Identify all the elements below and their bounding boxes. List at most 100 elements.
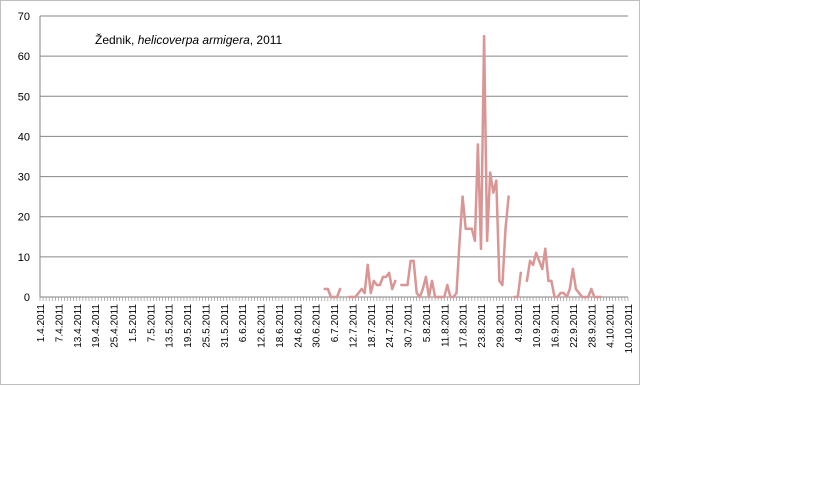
data-point [479,247,483,250]
data-point [492,191,495,194]
data-point [415,291,418,295]
x-tick-label: 30.6.2011 [312,304,323,348]
x-tick-label: 18.7.2011 [367,304,378,348]
data-point [562,291,565,295]
x-tick-label: 12.6.2011 [257,304,268,348]
data-point [400,283,403,287]
data-point [516,295,519,299]
x-tick-label: 25.4.2011 [110,304,121,348]
data-point [412,259,415,263]
data-point [378,283,382,287]
y-tick-label: 40 [18,131,30,143]
y-tick-label: 20 [18,212,30,224]
y-tick-label: 60 [18,51,30,63]
data-point [381,275,385,279]
data-point [547,279,550,283]
gridlines [40,15,628,258]
x-tick-label: 25.5.2011 [201,304,212,348]
x-tick-label: 7.4.2011 [54,304,65,343]
data-point [449,295,452,299]
data-point [596,295,599,299]
data-point [335,295,339,299]
series-line [400,34,510,299]
x-tick-label: 4.10.2011 [606,304,617,348]
x-tick-label: 24.6.2011 [293,304,304,348]
x-tick-label: 31.5.2011 [220,304,231,348]
data-point [531,263,535,267]
x-tick-label: 11.8.2011 [440,304,451,347]
data-point [473,239,477,242]
data-point [357,291,360,295]
x-tick-label: 19.4.2011 [91,304,102,348]
y-tick-label: 70 [18,11,30,23]
data-point [485,239,489,242]
data-point [360,287,363,291]
data-point [571,267,575,271]
chart-frame [0,0,640,385]
data-point [427,295,431,299]
data-point [440,295,443,299]
data-point [498,279,501,283]
data-point [351,295,354,299]
data-point [553,295,556,299]
data-point [394,279,397,283]
y-tick-label: 0 [24,292,30,304]
x-tick-label: 18.6.2011 [275,304,286,348]
x-axis [39,16,629,301]
data-point [403,283,406,287]
series-line [348,263,397,299]
data-point [593,295,596,299]
data-point [507,195,510,198]
data-point [470,227,473,230]
data-point [369,291,372,295]
data-point [430,279,434,283]
data-point [366,263,369,267]
series-line [323,287,342,299]
x-tick-label: 24.7.2011 [385,304,396,348]
y-axis: 0 10 20 30 40 50 60 70 [18,11,30,304]
x-tick-label: 6.7.2011 [330,304,341,343]
y-tick-label: 50 [18,91,30,103]
data-point [599,295,602,299]
x-tick-label: 23.8.2011 [477,304,488,348]
series-lines [323,34,602,299]
data-point [577,291,581,295]
data-point [482,34,486,38]
x-tick-label: 13.5.2011 [165,304,176,348]
y-tick-label: 10 [18,252,30,264]
data-point [391,287,394,291]
data-point [580,295,584,299]
data-point [323,287,326,291]
x-tick-label: 10.10.2011 [624,304,635,354]
data-point [436,295,440,299]
data-point [332,295,336,299]
data-point [489,171,492,174]
data-point [354,295,357,299]
data-point [559,291,562,295]
data-point [568,287,571,291]
data-point [574,287,578,291]
x-tick-label: 16.9.2011 [551,304,562,348]
data-point [338,287,342,291]
data-point [363,291,366,295]
data-point [452,295,455,299]
data-point [541,267,544,271]
data-point [587,295,590,299]
x-tick-label: 28.9.2011 [587,304,598,348]
data-point [329,295,333,299]
data-point [443,295,446,299]
y-tick-label: 30 [18,172,30,184]
x-tick-label: 4.9.2011 [514,304,525,343]
data-point [424,275,428,279]
data-point [565,295,568,299]
x-tick-label: 13.4.2011 [73,304,84,348]
x-tick-labels: 1.4.2011 7.4.2011 13.4.2011 19.4.2011 25.4.2… [36,304,635,354]
data-point [387,271,391,275]
data-point [501,283,504,287]
data-point [544,247,547,250]
data-point [519,271,522,275]
data-point [476,143,480,146]
series-line [525,247,602,299]
x-tick-label: 19.5.2011 [183,304,194,348]
